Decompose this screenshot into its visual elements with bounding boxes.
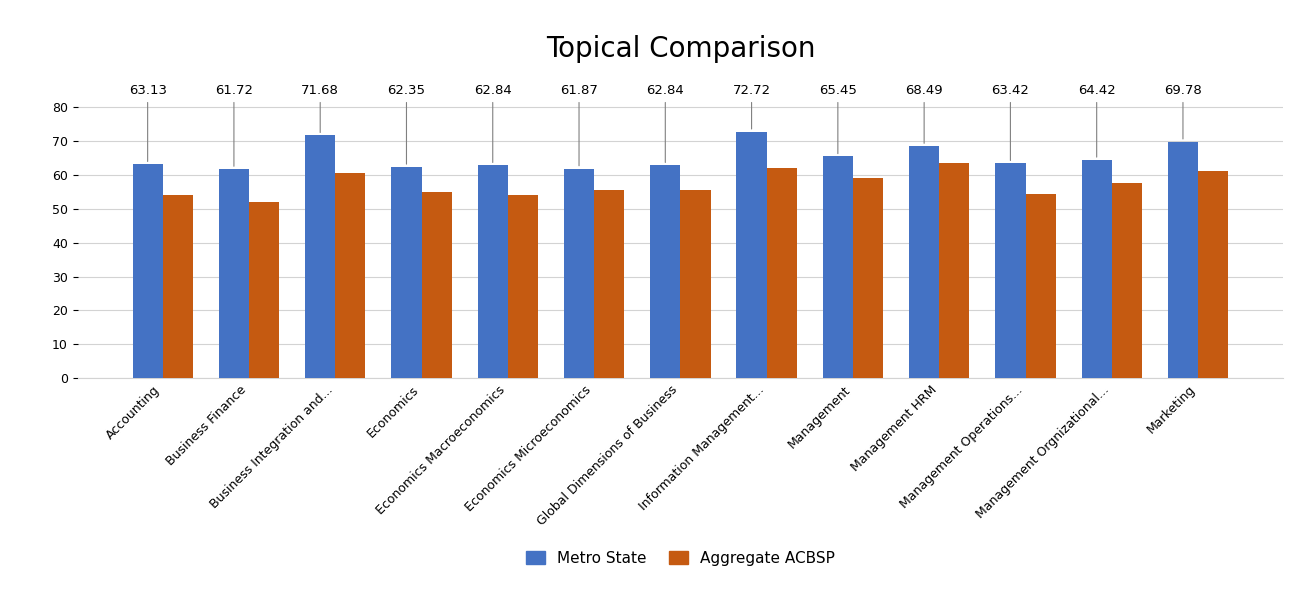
Bar [1082,160,1112,378]
Text: 68.49: 68.49 [906,84,943,143]
Bar [651,165,680,378]
Bar [1168,142,1198,378]
Bar [940,163,969,378]
Bar [736,132,767,378]
Text: 61.72: 61.72 [215,84,253,167]
Bar [163,195,193,378]
Bar [823,156,853,378]
Text: 63.42: 63.42 [991,84,1029,160]
Bar [391,167,421,378]
Text: 61.87: 61.87 [560,84,597,166]
Bar [995,163,1025,378]
Text: 62.35: 62.35 [388,84,425,164]
Bar [508,195,538,378]
Text: 69.78: 69.78 [1164,84,1201,139]
Bar [680,190,710,378]
Bar [336,173,365,378]
Legend: Metro State, Aggregate ACBSP: Metro State, Aggregate ACBSP [520,545,841,572]
Bar [1025,193,1056,378]
Bar [1112,184,1142,378]
Bar [249,202,279,378]
Text: 62.84: 62.84 [474,84,512,162]
Bar [478,165,508,378]
Text: 72.72: 72.72 [732,84,771,129]
Text: 63.13: 63.13 [128,84,167,162]
Bar [853,178,883,378]
Bar [219,169,249,378]
Title: Topical Comparison: Topical Comparison [546,35,815,63]
Bar [421,192,452,378]
Bar [1198,171,1229,378]
Bar [908,146,940,378]
Bar [594,190,625,378]
Bar [564,168,594,378]
Bar [767,168,797,378]
Text: 62.84: 62.84 [647,84,684,162]
Bar [132,164,163,378]
Text: 71.68: 71.68 [301,84,340,132]
Bar [305,135,336,378]
Text: 64.42: 64.42 [1078,84,1116,157]
Text: 65.45: 65.45 [819,84,857,154]
